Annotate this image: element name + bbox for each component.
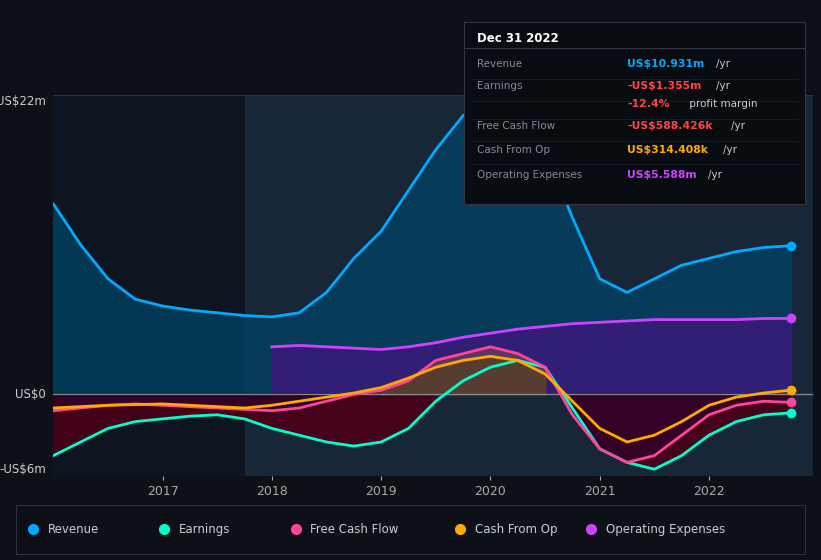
Text: Cash From Op: Cash From Op <box>478 145 551 155</box>
Text: Operating Expenses: Operating Expenses <box>606 522 725 536</box>
Text: -US$6m: -US$6m <box>0 463 46 476</box>
Text: Earnings: Earnings <box>179 522 231 536</box>
Text: /yr: /yr <box>709 170 722 180</box>
Text: Revenue: Revenue <box>48 522 99 536</box>
Text: US$22m: US$22m <box>0 95 46 108</box>
Text: Free Cash Flow: Free Cash Flow <box>478 121 556 131</box>
Text: /yr: /yr <box>716 81 730 91</box>
Text: -US$588.426k: -US$588.426k <box>627 121 713 131</box>
Text: /yr: /yr <box>731 121 745 131</box>
Text: Cash From Op: Cash From Op <box>475 522 557 536</box>
Text: profit margin: profit margin <box>686 99 758 109</box>
Bar <box>245 95 813 476</box>
Text: Operating Expenses: Operating Expenses <box>478 170 583 180</box>
Text: US$0: US$0 <box>15 388 46 401</box>
Text: Dec 31 2022: Dec 31 2022 <box>478 31 559 44</box>
Text: /yr: /yr <box>723 145 737 155</box>
Text: US$5.588m: US$5.588m <box>627 170 697 180</box>
Text: /yr: /yr <box>716 59 730 69</box>
Text: Free Cash Flow: Free Cash Flow <box>310 522 399 536</box>
Text: Earnings: Earnings <box>478 81 523 91</box>
Text: -12.4%: -12.4% <box>627 99 670 109</box>
Text: US$10.931m: US$10.931m <box>627 59 704 69</box>
Text: -US$1.355m: -US$1.355m <box>627 81 702 91</box>
Text: US$314.408k: US$314.408k <box>627 145 709 155</box>
Text: Revenue: Revenue <box>478 59 523 69</box>
